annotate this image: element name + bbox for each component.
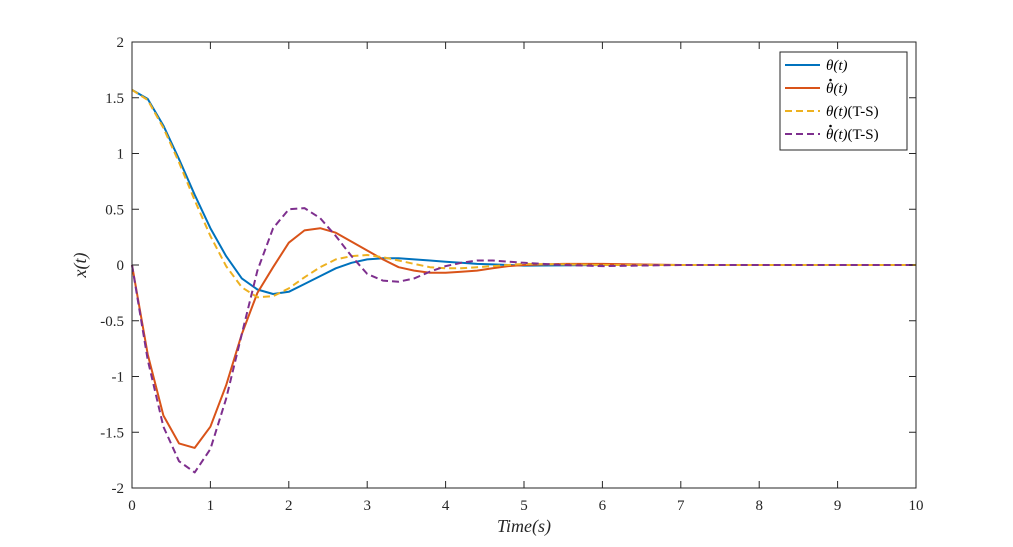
x-axis-label: Time(s) (497, 516, 551, 537)
series-layer (131, 89, 916, 474)
y-tick-label: 1.5 (105, 91, 124, 107)
x-tick-label: 2 (285, 498, 293, 514)
y-tick-label: -2 (112, 481, 125, 497)
y-tick-label: -0.5 (100, 314, 124, 330)
y-axis-label: x(t) (70, 253, 91, 279)
y-tick-label: 1 (117, 147, 125, 163)
legend-label-suffix: (T-S) (848, 104, 879, 120)
y-tick-label: 0 (117, 258, 125, 274)
legend-label-3: θ(t)(T-S) (826, 104, 879, 120)
legend-label-main: θ(t) (826, 104, 848, 120)
legend: θ(t)θ(t)θ(t)(T-S)θ(t)(T-S) (779, 51, 908, 151)
legend-label-main: θ(t) (826, 81, 848, 97)
x-tick-label: 10 (909, 498, 924, 514)
x-tick-label: 9 (834, 498, 842, 514)
x-tick-label: 5 (520, 498, 528, 514)
legend-box (779, 51, 908, 151)
derivative-dot (829, 124, 832, 128)
y-tick-label: -1 (112, 370, 125, 386)
x-tick-label: 0 (128, 498, 136, 514)
legend-label-2: θ(t) (826, 81, 848, 97)
series-line-3 (131, 89, 916, 299)
x-tick-label: 8 (755, 498, 763, 514)
y-tick-label: 0.5 (105, 202, 124, 218)
x-tick-label: 3 (363, 498, 371, 514)
x-tick-label: 1 (207, 498, 215, 514)
x-tick-label: 7 (677, 498, 685, 514)
legend-label-1: θ(t) (826, 58, 848, 74)
legend-label-4: θ(t)(T-S) (826, 127, 879, 143)
y-tick-label: 2 (117, 35, 125, 51)
legend-label-main: θ(t) (826, 58, 848, 74)
series-line-4 (131, 207, 916, 474)
x-tick-label: 4 (442, 498, 450, 514)
derivative-dot (829, 78, 832, 82)
axes-layer: 0 1 2 3 4 5 6 7 8 9 10 -2 -1.5 -1 -0.5 0 0.5 1 1.5 2 (100, 35, 923, 514)
legend-label-main: θ(t) (826, 127, 848, 143)
legend-label-suffix: (T-S) (848, 127, 879, 143)
y-tick-label: -1.5 (100, 425, 124, 441)
x-tick-label: 6 (599, 498, 607, 514)
